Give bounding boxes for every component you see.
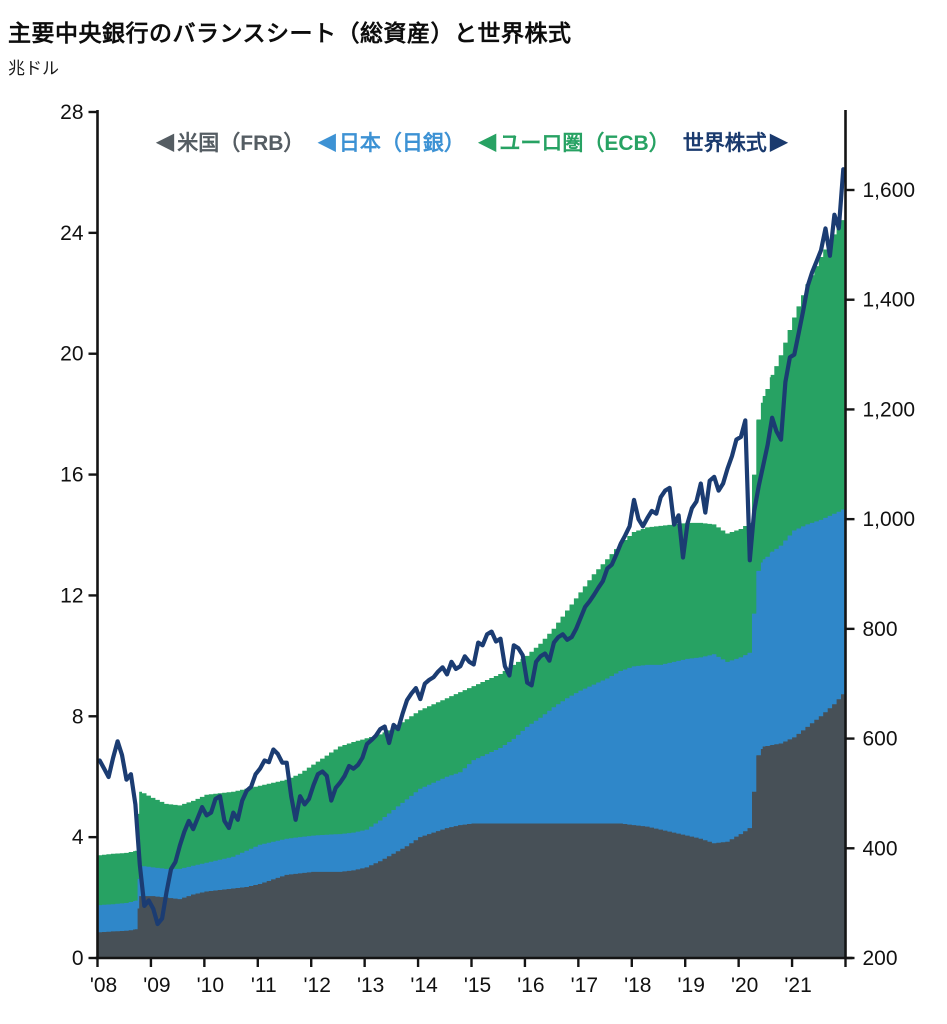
x-axis-tick-label: '14 [410,974,438,997]
left-axis-tick-label: 8 [72,705,84,728]
right-axis-tick-label: 400 [863,837,898,860]
right-axis-tick-label: 1,200 [863,398,916,421]
left-axis-tick-label: 12 [60,584,83,607]
legend-label-us-frb: 米国（FRB） [177,132,305,155]
right-axis-tick-label: 800 [863,618,898,641]
chart-legend: ◀ 米国（FRB） ◀ 日本（日銀） ◀ ユーロ圏（ECB） 世界株式 ▶ [98,127,846,157]
x-axis-tick-label: '16 [517,974,544,997]
x-axis-tick-label: '17 [571,974,598,997]
left-triangle-icon: ◀ [477,128,497,155]
right-axis-tick-label: 200 [863,947,898,970]
left-axis-unit-label: 兆ドル [8,59,59,78]
x-axis-tick-label: '18 [624,974,651,997]
right-axis-tick-label: 1,400 [863,289,916,312]
left-axis-tick-label: 24 [60,222,84,245]
right-triangle-icon: ▶ [769,128,789,155]
left-axis-tick-label: 16 [60,464,83,487]
area-frb [97,690,845,958]
legend-item-world-equity: 世界株式 ▶ [683,127,788,157]
x-axis-tick-label: '21 [784,974,811,997]
x-axis-tick-label: '20 [731,974,758,997]
legend-label-world-equity: 世界株式 [682,132,767,155]
x-axis-tick-label: '11 [251,974,277,997]
x-axis-tick-label: '19 [678,974,705,997]
legend-item-japan-boj: ◀ 日本（日銀） [317,127,464,157]
legend-label-euro-ecb: ユーロ圏（ECB） [499,132,670,155]
x-axis-tick-label: '13 [357,974,384,997]
legend-item-euro-ecb: ◀ ユーロ圏（ECB） [478,127,670,157]
x-axis-tick-label: '10 [197,974,224,997]
left-axis-tick-label: 28 [60,101,83,124]
world-equity-line [97,167,846,927]
legend-item-us-frb: ◀ 米国（FRB） [156,127,305,157]
x-axis-tick-label: '08 [90,974,117,997]
left-triangle-icon: ◀ [155,128,175,155]
x-axis-tick-label: '15 [464,974,491,997]
x-axis-tick-label: '09 [143,974,170,997]
page-title: 主要中央銀行のバランスシート（総資産）と世界株式 [8,20,572,46]
legend-label-japan-boj: 日本（日銀） [338,132,465,155]
left-axis-tick-label: 20 [60,343,83,366]
right-axis-tick-label: 1,600 [863,179,916,202]
right-axis-tick-label: 1,000 [863,508,916,531]
right-axis-tick-label: 600 [863,728,898,751]
left-axis-tick-label: 0 [72,947,84,970]
left-triangle-icon: ◀ [317,128,336,155]
x-axis-tick-label: '12 [304,974,331,997]
left-axis-tick-label: 4 [72,826,84,849]
